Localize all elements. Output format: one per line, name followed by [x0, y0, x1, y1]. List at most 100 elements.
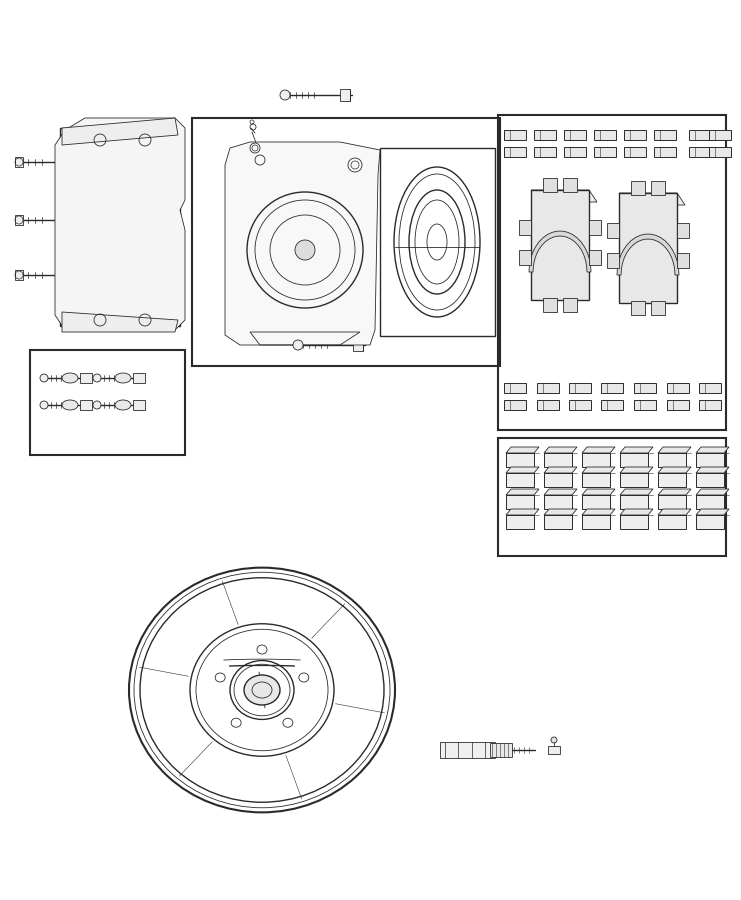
Circle shape — [93, 374, 101, 382]
Bar — [689, 147, 711, 157]
Polygon shape — [225, 142, 380, 345]
Polygon shape — [651, 301, 665, 315]
Polygon shape — [696, 489, 729, 495]
Bar — [582, 515, 610, 529]
Bar — [504, 400, 526, 410]
Polygon shape — [544, 447, 577, 453]
Bar — [564, 147, 586, 157]
Polygon shape — [617, 234, 679, 275]
Polygon shape — [543, 298, 557, 312]
Polygon shape — [544, 467, 577, 473]
Bar — [534, 147, 556, 157]
Bar — [544, 473, 572, 487]
Polygon shape — [620, 467, 653, 473]
Polygon shape — [631, 181, 645, 195]
Polygon shape — [607, 223, 619, 238]
Bar — [709, 130, 731, 140]
Bar — [192, 118, 500, 366]
Circle shape — [551, 737, 557, 743]
Polygon shape — [506, 489, 539, 495]
Bar — [569, 400, 591, 410]
Bar — [133, 373, 145, 383]
Bar — [133, 400, 145, 410]
Bar — [15, 157, 23, 167]
Polygon shape — [620, 489, 653, 495]
Bar — [696, 515, 724, 529]
Bar — [506, 453, 534, 467]
Polygon shape — [658, 447, 691, 453]
Polygon shape — [506, 509, 539, 515]
Polygon shape — [506, 447, 539, 453]
Bar — [569, 383, 591, 393]
Bar — [709, 147, 731, 157]
Circle shape — [293, 340, 303, 350]
Polygon shape — [589, 250, 601, 265]
Polygon shape — [544, 509, 577, 515]
Polygon shape — [658, 467, 691, 473]
Polygon shape — [658, 489, 691, 495]
Bar — [498, 115, 726, 430]
Circle shape — [295, 240, 315, 260]
Polygon shape — [55, 118, 185, 330]
Bar — [658, 473, 686, 487]
Polygon shape — [677, 253, 689, 268]
Bar — [15, 215, 23, 225]
Bar — [699, 383, 721, 393]
Bar — [537, 383, 559, 393]
Bar — [498, 438, 726, 556]
Circle shape — [40, 374, 48, 382]
Bar — [340, 89, 350, 101]
Polygon shape — [563, 298, 577, 312]
Polygon shape — [677, 223, 689, 238]
Polygon shape — [531, 190, 589, 300]
Polygon shape — [519, 250, 531, 265]
Bar — [667, 383, 689, 393]
Bar — [544, 453, 572, 467]
Bar — [620, 495, 648, 509]
Bar — [654, 147, 676, 157]
Bar — [658, 495, 686, 509]
Bar — [534, 130, 556, 140]
Bar — [594, 130, 616, 140]
Bar — [601, 400, 623, 410]
Bar — [15, 270, 23, 280]
Bar — [504, 147, 526, 157]
Polygon shape — [62, 118, 178, 145]
Bar — [506, 515, 534, 529]
Bar — [544, 495, 572, 509]
Polygon shape — [619, 193, 677, 303]
Ellipse shape — [115, 373, 131, 383]
Bar — [80, 373, 92, 383]
Bar — [380, 148, 495, 336]
Bar — [601, 383, 623, 393]
Bar — [544, 515, 572, 529]
Bar — [624, 130, 646, 140]
Polygon shape — [529, 231, 591, 272]
Bar — [654, 130, 676, 140]
Bar — [582, 495, 610, 509]
Polygon shape — [582, 489, 615, 495]
Bar — [548, 746, 560, 754]
Bar — [80, 400, 92, 410]
Polygon shape — [531, 190, 597, 202]
Bar — [689, 130, 711, 140]
Polygon shape — [696, 467, 729, 473]
Bar — [504, 130, 526, 140]
Ellipse shape — [244, 675, 280, 705]
Polygon shape — [543, 178, 557, 192]
Polygon shape — [607, 253, 619, 268]
Bar — [537, 400, 559, 410]
Bar — [582, 473, 610, 487]
Polygon shape — [582, 509, 615, 515]
Polygon shape — [582, 467, 615, 473]
Bar — [60, 128, 180, 326]
Bar — [667, 400, 689, 410]
Polygon shape — [620, 447, 653, 453]
Bar — [490, 743, 512, 757]
Bar — [594, 147, 616, 157]
Ellipse shape — [62, 400, 78, 410]
Polygon shape — [651, 181, 665, 195]
Bar — [696, 495, 724, 509]
Bar — [353, 339, 363, 351]
Polygon shape — [658, 509, 691, 515]
